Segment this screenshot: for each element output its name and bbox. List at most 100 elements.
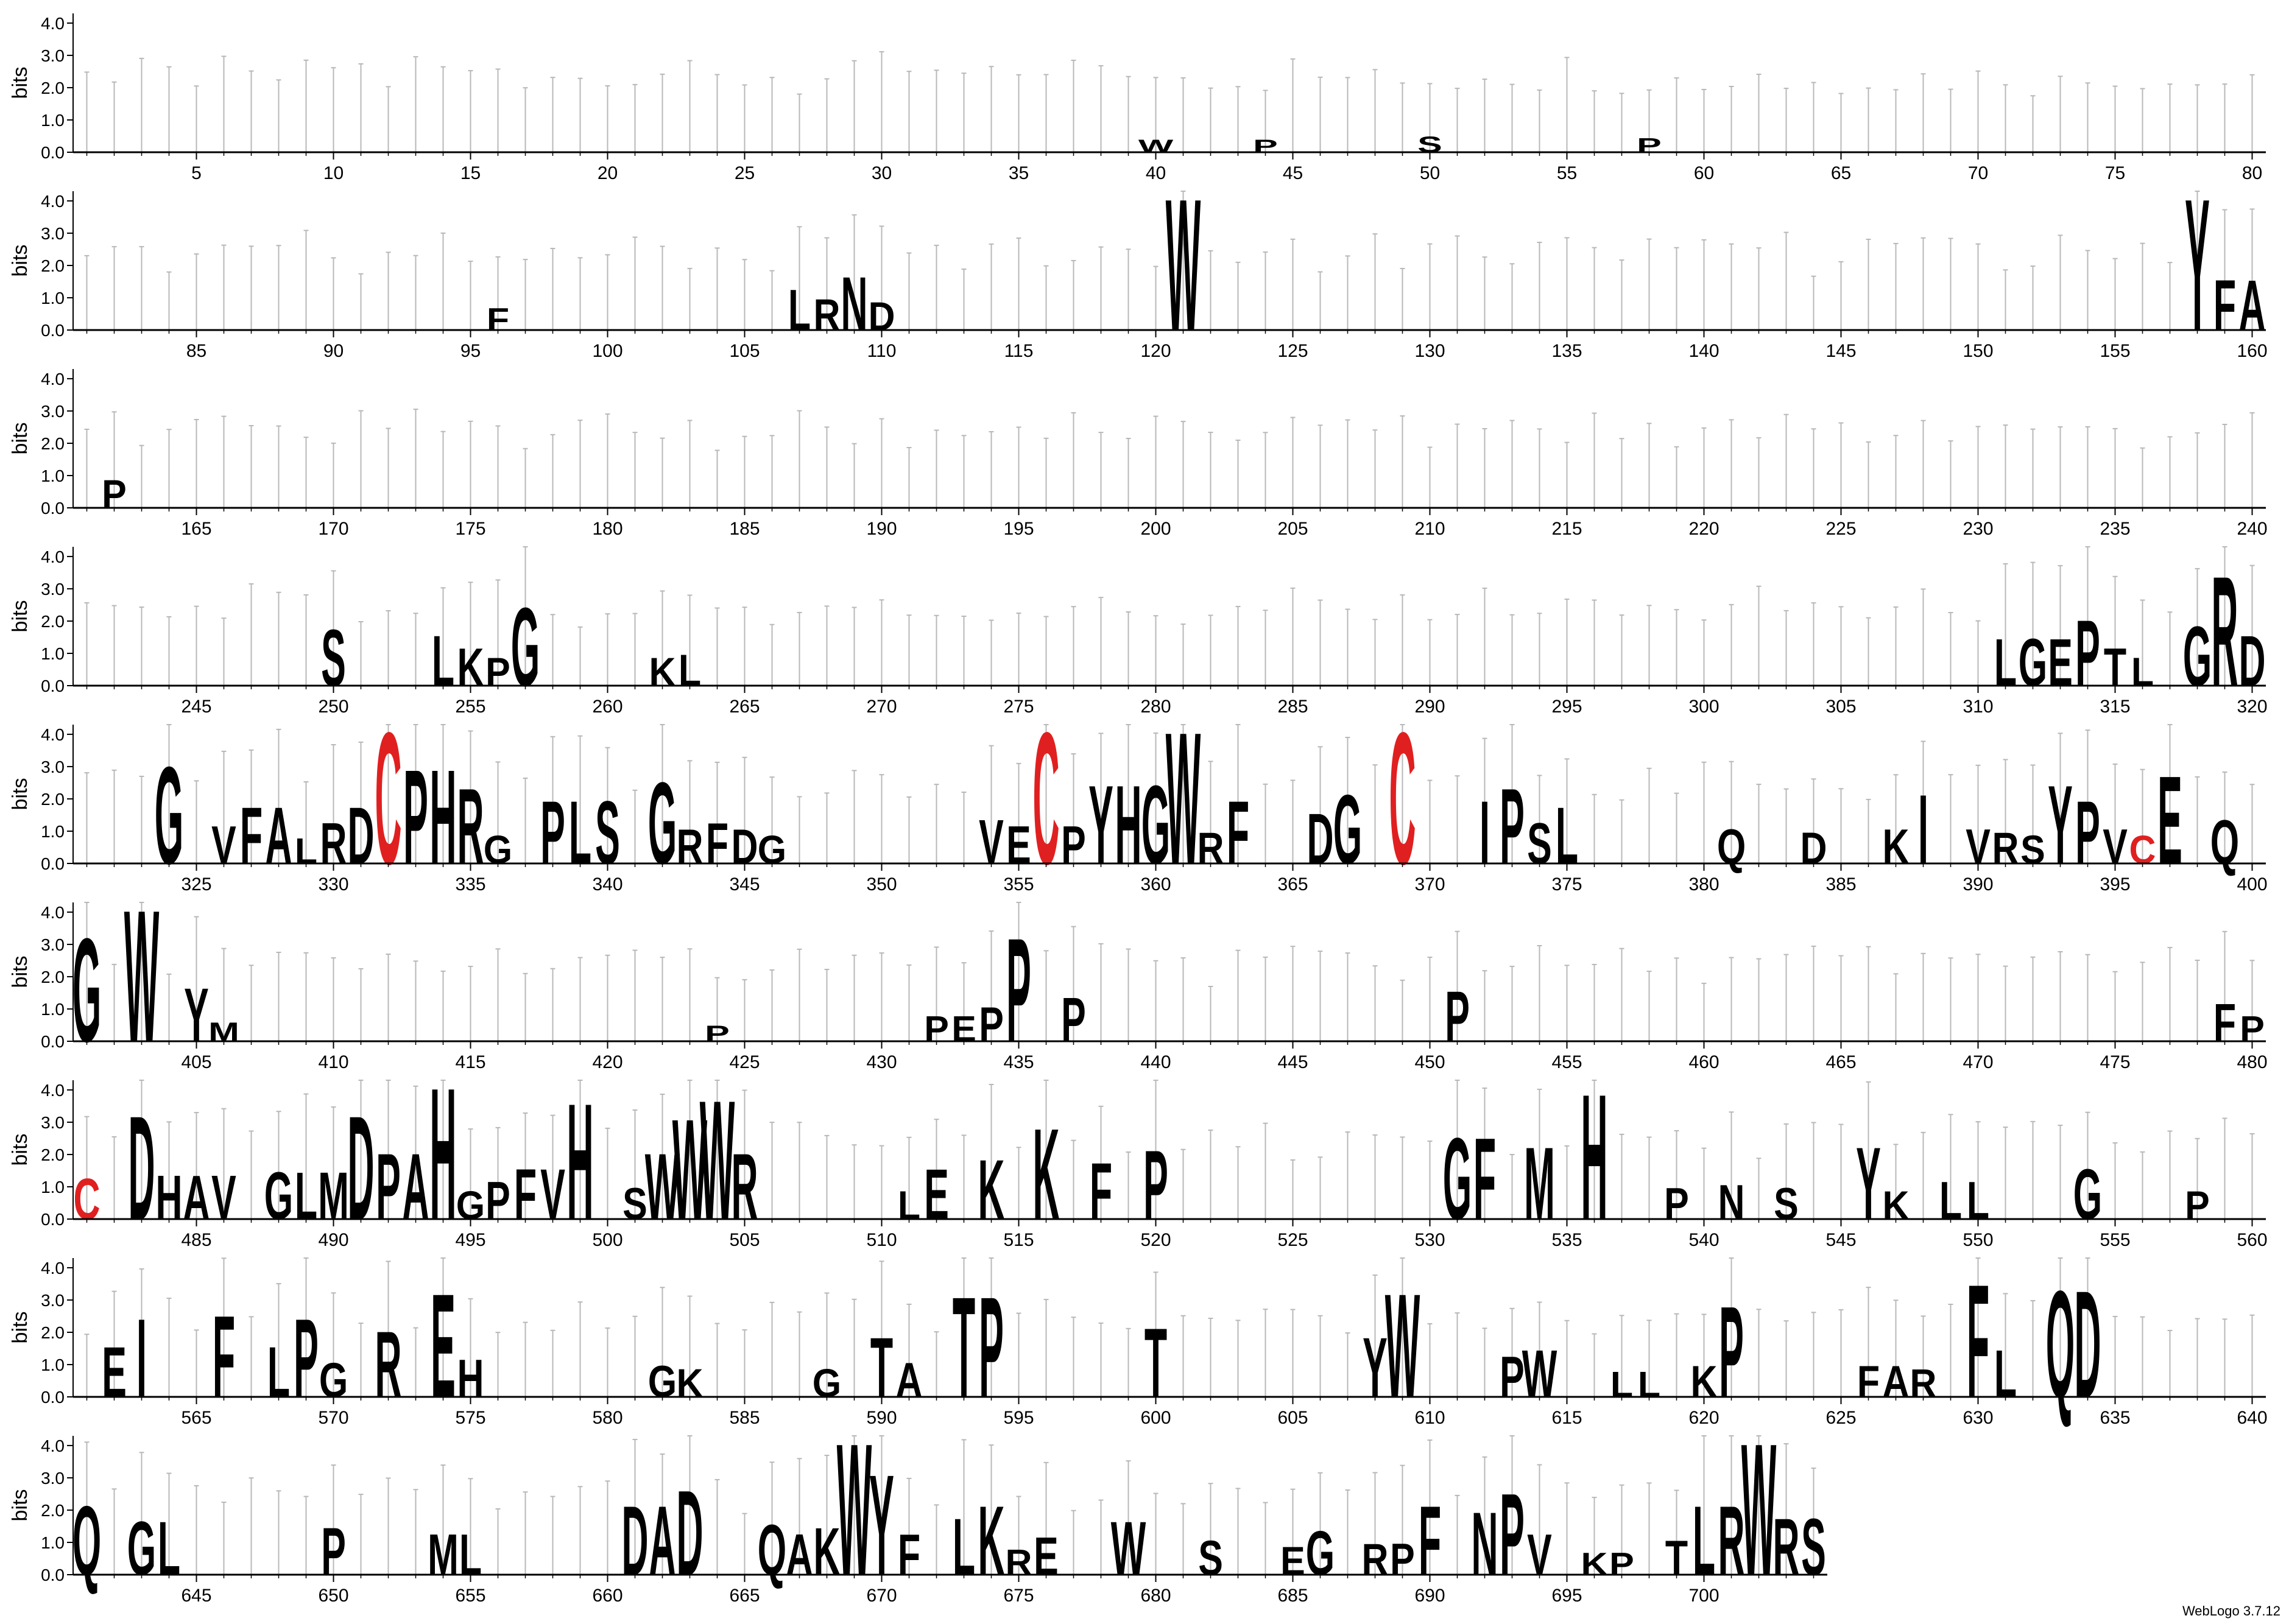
x-tick-label: 395 <box>2100 874 2130 895</box>
x-tick-label: 600 <box>1140 1408 1171 1428</box>
logo-letter-673: L <box>953 1502 975 1592</box>
logo-letter-621: P <box>1719 1280 1744 1425</box>
logo-letter-glyph: A <box>649 1485 675 1595</box>
x-tick-label: 80 <box>2242 163 2262 183</box>
y-axis-label: bits <box>9 423 32 455</box>
x-tick-label: 630 <box>1963 1408 1993 1428</box>
x-tick-label: 55 <box>1557 163 1577 183</box>
logo-letter-glyph: G <box>1333 774 1362 884</box>
x-tick-label: 360 <box>1140 874 1171 895</box>
x-tick-label: 110 <box>867 341 897 361</box>
x-tick-label: 525 <box>1277 1230 1308 1250</box>
logo-letter-glyph: F <box>213 1292 235 1422</box>
y-tick-label: 1.0 <box>41 1533 65 1552</box>
y-tick-label: 0.0 <box>41 143 65 162</box>
logo-letter-491: D <box>347 1086 374 1251</box>
x-tick-label: 135 <box>1551 341 1582 361</box>
x-tick-label: 145 <box>1825 341 1856 361</box>
x-tick-label: 580 <box>592 1408 623 1428</box>
y-tick-label: 2.0 <box>41 612 65 631</box>
logo-letter-158: Y <box>2185 160 2210 370</box>
logo-letter-glyph: Y <box>2185 160 2210 370</box>
x-tick-label: 635 <box>2100 1408 2130 1428</box>
x-tick-label: 310 <box>1963 697 1993 717</box>
logo-letter-glyph: P <box>2075 782 2100 883</box>
logo-letter-glyph: F <box>1473 1114 1496 1245</box>
x-tick-label: 355 <box>1003 874 1034 895</box>
x-tick-label: 650 <box>318 1586 348 1606</box>
logo-letter-493: A <box>402 1134 429 1239</box>
y-tick-label: 1.0 <box>41 644 65 663</box>
logo-letter-glyph: D <box>621 1485 648 1595</box>
x-tick-label: 235 <box>2100 519 2130 539</box>
x-tick-label: 50 <box>1420 163 1440 183</box>
logo-letter-373: P <box>1500 767 1525 887</box>
x-tick-label: 70 <box>1968 163 1988 183</box>
x-tick-label: 620 <box>1688 1408 1719 1428</box>
logo-letter-glyph: E <box>2157 750 2182 891</box>
x-tick-label: 205 <box>1277 519 1308 539</box>
x-tick-label: 670 <box>866 1586 897 1606</box>
y-tick-label: 3.0 <box>41 46 65 65</box>
y-tick-label: 3.0 <box>41 1469 65 1488</box>
logo-letter-glyph: L <box>953 1502 975 1592</box>
x-tick-label: 565 <box>181 1408 211 1428</box>
logo-letter-glyph: F <box>1227 782 1249 883</box>
logo-letter-403: W <box>124 871 160 1081</box>
x-tick-label: 495 <box>455 1230 485 1250</box>
logo-letter-glyph: C <box>1032 694 1059 904</box>
x-tick-label: 280 <box>1140 697 1171 717</box>
logo-letter-glyph: C <box>1389 694 1416 904</box>
logo-letter-glyph: N <box>1471 1494 1498 1594</box>
logo-letter-glyph: Q <box>2046 1259 2075 1429</box>
logo-letter-glyph: R <box>1772 1502 1799 1592</box>
y-axis-label: bits <box>9 1312 32 1344</box>
logo-letter-glyph: F <box>1090 1147 1112 1237</box>
x-tick-label: 645 <box>181 1586 211 1606</box>
x-tick-label: 350 <box>866 874 897 895</box>
logo-letter-333: P <box>403 742 428 893</box>
x-tick-label: 625 <box>1825 1408 1856 1428</box>
logo-letter-641: Q <box>72 1485 101 1595</box>
y-tick-label: 4.0 <box>41 192 65 211</box>
logo-letter-394: P <box>2075 782 2100 883</box>
x-tick-label: 375 <box>1551 874 1582 895</box>
y-tick-label: 1.0 <box>41 1000 65 1019</box>
logo-letter-glyph: G <box>511 585 540 710</box>
logo-letter-318: G <box>2183 608 2212 704</box>
logo-letter-327: F <box>240 791 263 881</box>
x-tick-label: 295 <box>1551 697 1582 717</box>
x-tick-label: 605 <box>1277 1408 1308 1428</box>
x-tick-label: 150 <box>1963 341 1993 361</box>
logo-letter-glyph: G <box>155 739 183 893</box>
x-tick-label: 90 <box>323 341 344 361</box>
x-tick-label: 275 <box>1003 697 1034 717</box>
x-tick-label: 200 <box>1140 519 1171 539</box>
y-tick-label: 2.0 <box>41 256 65 275</box>
x-tick-label: 590 <box>866 1408 897 1428</box>
logo-letter-glyph: K <box>978 1485 1004 1595</box>
x-tick-label: 105 <box>729 341 760 361</box>
logo-letter-glyph: S <box>1801 1502 1826 1592</box>
logo-letter-662: A <box>649 1485 675 1595</box>
x-tick-label: 660 <box>592 1586 623 1606</box>
x-tick-label: 220 <box>1688 519 1719 539</box>
logo-letter-630: F <box>1967 1251 1989 1431</box>
x-tick-label: 430 <box>866 1052 897 1072</box>
x-tick-label: 540 <box>1688 1230 1719 1250</box>
logo-letter-401: G <box>72 908 101 1074</box>
y-tick-label: 2.0 <box>41 1501 65 1520</box>
logo-letter-334: H <box>429 742 456 893</box>
logo-letter-glyph: G <box>1443 1114 1472 1245</box>
logo-letter-257: G <box>511 585 540 710</box>
logo-letter-glyph: K <box>1032 1102 1059 1247</box>
logo-letter-499: H <box>566 1069 593 1254</box>
x-tick-label: 335 <box>455 874 485 895</box>
logo-letter-674: K <box>978 1485 1004 1595</box>
x-tick-label: 415 <box>455 1052 485 1072</box>
logo-letter-319: R <box>2211 543 2238 719</box>
x-tick-label: 185 <box>729 519 760 539</box>
x-tick-label: 615 <box>1551 1408 1582 1428</box>
